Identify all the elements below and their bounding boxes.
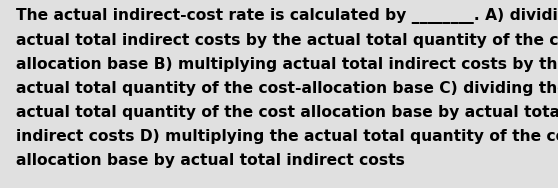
Text: actual total quantity of the cost-allocation base C) dividing the: actual total quantity of the cost-alloca…	[16, 81, 558, 96]
Text: actual total quantity of the cost allocation base by actual total: actual total quantity of the cost alloca…	[16, 105, 558, 120]
Text: actual total indirect costs by the actual total quantity of the cost-: actual total indirect costs by the actua…	[16, 33, 558, 48]
Text: allocation base by actual total indirect costs: allocation base by actual total indirect…	[16, 153, 405, 168]
Text: The actual indirect-cost rate is calculated by ________. A) dividing: The actual indirect-cost rate is calcula…	[16, 8, 558, 24]
Text: indirect costs D) multiplying the actual total quantity of the cost: indirect costs D) multiplying the actual…	[16, 129, 558, 144]
Text: allocation base B) multiplying actual total indirect costs by the: allocation base B) multiplying actual to…	[16, 57, 558, 72]
